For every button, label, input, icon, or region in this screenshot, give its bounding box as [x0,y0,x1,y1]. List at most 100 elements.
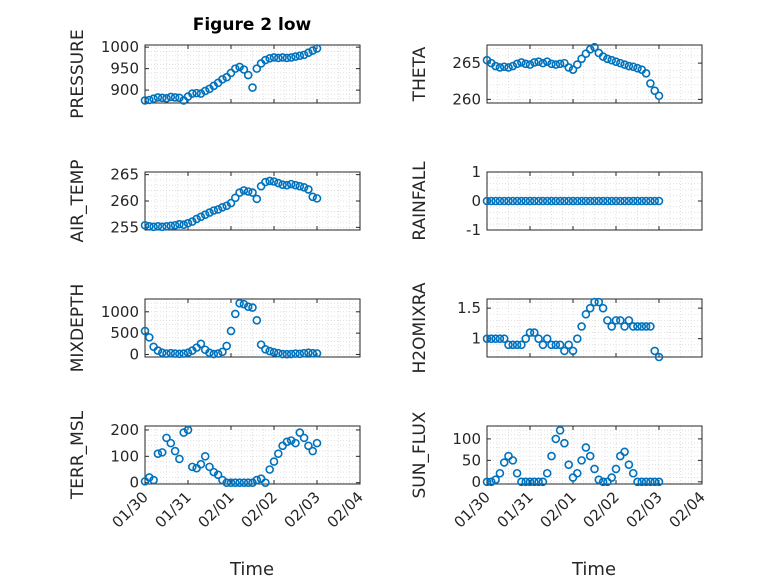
data-point [594,297,604,307]
y-tick-label: 1 [471,163,481,181]
y-axis-label: PRESSURE [68,29,88,118]
data-point [192,214,201,224]
data-point [153,222,163,231]
data-point [179,220,188,230]
data-point [577,54,586,64]
data-point [542,468,552,478]
data-point [226,68,236,78]
data-point [222,478,231,487]
data-point [299,433,309,443]
data-point [650,86,660,95]
data-point [633,322,642,331]
data-point [491,61,500,71]
y-axis-label: THETA [410,46,430,102]
data-point [628,322,638,331]
data-point [205,462,214,472]
y-tick-label: 265 [110,166,139,184]
data-point [568,346,578,356]
data-point [166,221,176,231]
data-point [486,477,496,487]
data-point [213,349,223,358]
data-point [308,192,318,202]
data-point [482,196,492,206]
y-tick-label: -1 [466,221,481,239]
data-point [551,434,561,444]
data-point [235,298,244,308]
data-point [654,91,664,101]
data-point [304,48,313,58]
data-point [646,196,655,206]
data-point [200,86,210,96]
data-point [512,340,522,350]
data-point [534,477,543,487]
data-point [654,196,664,206]
data-point [243,478,253,487]
data-point [611,464,621,474]
data-point [243,187,253,196]
data-point [551,196,561,206]
data-point [286,179,296,189]
data-point [611,316,621,325]
data-point [577,456,586,465]
y-tick-label: 1 [471,330,481,348]
data-point [273,53,283,63]
data-point [308,46,318,55]
data-point [628,468,638,478]
data-point [308,348,318,358]
data-point [286,53,296,62]
plot-area [487,45,702,103]
data-point [615,451,625,461]
data-point [508,456,518,465]
data-point [581,196,591,206]
data-point [551,60,561,69]
x-tick-label: 02/04 [666,488,709,531]
data-point [239,299,249,309]
data-point [641,196,651,206]
data-point [495,468,505,478]
data-point [140,326,150,336]
data-point [312,194,322,203]
data-point [508,196,518,206]
data-point [538,58,548,68]
data-point [273,178,283,188]
data-point [218,75,227,84]
x-tick-label: 01/30 [109,488,152,531]
y-axis-label: AIR_TEMP [68,160,88,243]
data-point [153,346,163,355]
data-point [282,180,292,190]
data-point [175,93,184,103]
data-point [140,220,150,230]
data-point [282,53,292,63]
data-point [248,188,257,197]
data-point [278,349,287,359]
data-point [252,64,262,73]
data-point [508,61,518,71]
data-point [261,177,270,187]
data-point [633,477,642,487]
data-point [581,49,591,59]
data-point [646,79,655,88]
data-point [269,457,279,466]
data-point [295,349,305,359]
x-tick-label: 01/31 [494,488,537,531]
data-point [192,88,201,98]
data-point [577,196,586,206]
data-point [175,349,184,359]
data-point [269,53,279,62]
axes-box [144,425,361,485]
data-point [641,68,651,78]
data-point [611,57,621,66]
data-point [312,349,322,358]
data-point [183,425,193,435]
data-point [295,51,305,61]
data-point [308,446,318,456]
data-point [252,316,262,325]
data-point [641,477,651,487]
data-point [252,194,262,204]
data-point [239,186,249,195]
data-point [607,322,617,331]
axes-box [144,44,361,104]
data-point [248,83,257,92]
y-tick-label: 50 [462,451,481,469]
data-point [295,181,305,191]
